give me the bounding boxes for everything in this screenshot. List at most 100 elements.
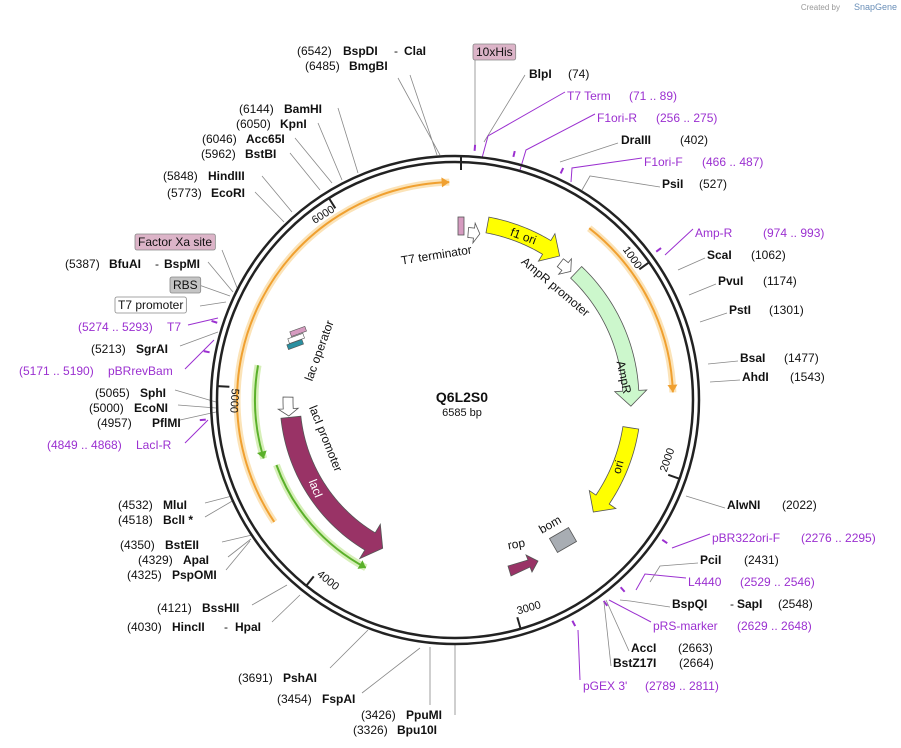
site-position: (5213) (91, 342, 126, 356)
rop-arrow (507, 554, 539, 577)
site-position: (2663) (678, 641, 713, 655)
site-position: (4030) (127, 620, 162, 634)
ruler-tick (217, 385, 230, 388)
enzyme-name: BspQI (672, 597, 707, 611)
site-position: (466 .. 487) (702, 155, 763, 169)
primer-name: T7 Term (567, 89, 611, 103)
primer-name: LacI-R (136, 438, 172, 452)
site-position: (4518) (118, 513, 153, 527)
separator: - (224, 620, 228, 634)
site-position: (4350) (120, 538, 155, 552)
ruler-label: 4000 (315, 568, 342, 593)
site-position: (5000) (89, 401, 124, 415)
ori-arrow (588, 426, 640, 513)
primer-mark (203, 350, 210, 354)
enzyme-name: PpuMI (406, 708, 442, 722)
site-position: (2431) (744, 553, 779, 567)
lac-operator-box (286, 338, 304, 350)
f1-ori-arrow (485, 216, 561, 262)
feature-label: lacI (306, 477, 326, 500)
primer-mark (655, 247, 662, 253)
ruler-tick (667, 473, 680, 480)
primer-name: T7 (167, 320, 181, 334)
enzyme-name: HindIII (208, 169, 245, 183)
enzyme-name: PflMI (152, 416, 181, 430)
primer-mark (559, 167, 565, 174)
site-position: (5171 .. 5190) (19, 364, 94, 378)
arc-head (441, 177, 450, 188)
site-position: (5387) (65, 257, 100, 271)
enzyme-name: SphI (140, 386, 166, 400)
site-position: (5962) (201, 147, 236, 161)
leader-lines (174, 60, 741, 715)
ruler-label: 5000 (227, 388, 240, 413)
enzyme-name: HpaI (235, 620, 261, 634)
ampr-promoter-arrow (556, 257, 572, 275)
enzyme-name: MluI (163, 498, 187, 512)
feature-label: rop (507, 536, 527, 553)
enzyme-name: Bpu10I (397, 723, 437, 737)
site-position: (2629 .. 2648) (737, 619, 812, 633)
site-position: (4325) (127, 568, 162, 582)
arc-head (256, 450, 267, 459)
site-position: (4957) (97, 416, 132, 430)
enzyme-name: PciI (700, 553, 721, 567)
site-position: (6046) (202, 132, 237, 146)
site-position: (1174) (763, 274, 797, 288)
enzyme-name: SgrAI (136, 342, 168, 356)
site-position: (1062) (751, 248, 786, 262)
site-position: (71 .. 89) (629, 89, 677, 103)
primer-mark (211, 319, 218, 324)
site-position: (5773) (167, 186, 202, 200)
site-position: (6485) (305, 59, 340, 73)
site-position: (3691) (238, 671, 273, 685)
feature-tag: T7 promoter (118, 298, 183, 312)
site-position: (74) (568, 67, 589, 81)
enzyme-name: PsiI (662, 177, 683, 191)
enzyme-name: BamHI (284, 102, 322, 116)
primer-name: pRS-marker (653, 619, 718, 633)
ruler-label: 2000 (658, 447, 677, 474)
ring-inner (215, 160, 695, 640)
enzyme-name: BssHII (202, 601, 239, 615)
enzyme-name: Acc65I (246, 132, 285, 146)
site-position: (527) (699, 177, 727, 191)
bom-box (548, 527, 578, 553)
site-position: (974 .. 993) (763, 226, 824, 240)
site-position: (1543) (790, 370, 825, 384)
enzyme-name: BstEII (165, 538, 199, 552)
site-position: (3426) (361, 708, 396, 722)
plasmid-length: 6585 bp (442, 407, 482, 419)
enzyme-name: BlpI (529, 67, 552, 81)
feature-label: ori (610, 459, 627, 476)
ruler-tick (328, 197, 337, 209)
site-position: (6050) (236, 117, 271, 131)
site-position: (2789 .. 2811) (645, 679, 719, 693)
site-position: (2664) (679, 656, 714, 670)
arc-glow (233, 178, 450, 524)
primer-name: F1ori-R (597, 111, 637, 125)
separator: - (730, 597, 734, 611)
enzyme-name: PshAI (283, 671, 317, 685)
enzyme-name: BstZ17I (613, 656, 656, 670)
primer-mark (619, 586, 626, 593)
ruler-label: 3000 (516, 599, 543, 617)
arc (588, 227, 674, 393)
enzyme-name: ClaI (404, 44, 426, 58)
enzyme-name: BfuAI (109, 257, 141, 271)
enzyme-name: AccI (631, 641, 656, 655)
site-position: (4849 .. 4868) (47, 438, 122, 452)
arc (275, 464, 367, 569)
enzyme-name: PspOMI (172, 568, 217, 582)
enzyme-name: FspAI (322, 692, 355, 706)
ring-outer (209, 154, 701, 646)
site-position: (402) (680, 133, 708, 147)
site-position: (1301) (769, 303, 804, 317)
site-position: (4329) (138, 553, 173, 567)
feature-label: AmpR (614, 359, 635, 395)
enzyme-name: BspDI (343, 44, 378, 58)
primer-mark (512, 150, 516, 158)
t7-terminator-box (457, 216, 465, 236)
arc-head (667, 384, 678, 393)
primer-leader-lines (184, 91, 711, 681)
